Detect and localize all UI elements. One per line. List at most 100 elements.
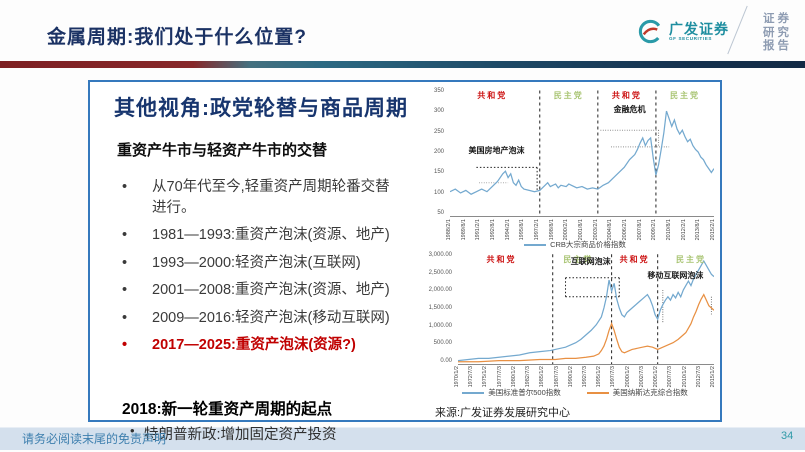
x-axis-labels: 1988/2/1 1989/8/1 1991/2/1 1992/8/1 1994/2/1… [446, 218, 716, 241]
x-axis-tick: 1980/1/2 [510, 366, 517, 388]
x-axis-tick: 2005/1/2 [653, 366, 660, 388]
bullet-dot: • [122, 227, 128, 244]
x-axis-tick: 2009/2/1 [651, 219, 658, 241]
x-axis-tick: 1990/1/2 [567, 366, 574, 388]
legend-label: 美国标准普尔500指数 [488, 388, 561, 397]
x-axis-tick: 1995/8/1 [519, 219, 526, 241]
party-label: 民主党 [563, 255, 594, 264]
bullet-item: • 1981—1993:重资产泡沫(资源、地产) [122, 225, 404, 246]
legend-item: 美国标准普尔500指数 [462, 387, 561, 398]
page-title: 金属周期:我们处于什么位置? [47, 27, 307, 48]
x-axis-tick: 1989/8/1 [460, 219, 467, 241]
bullet-text: 1993—2000:轻资产泡沫(互联网) [152, 254, 361, 271]
panel-heading: 其他视角:政党轮替与商品周期 [114, 97, 408, 120]
x-axis-tick: 1987/7/3 [553, 366, 560, 388]
x-axis-labels: 1970/1/2 1972/7/3 1975/1/2 1977/7/3 1980/1/2… [454, 365, 716, 388]
x-axis-tick: 2000/1/2 [624, 366, 631, 388]
y-axis-tick: 2,000.00 [428, 287, 452, 294]
party-label: 民主党 [553, 91, 584, 100]
x-axis-tick: 1991/2/1 [475, 219, 482, 241]
y-axis-tick: 200 [433, 148, 444, 155]
legend-label: 美国纳斯达克综合指数 [612, 388, 688, 397]
chart-annotation: 金融危机 [613, 104, 646, 114]
chart-svg [458, 252, 714, 364]
conclusion-bullet: • 特朗普新政:增加固定资产投资 [130, 423, 337, 444]
y-axis-tick: 3,000.00 [428, 252, 452, 258]
footer-band [0, 427, 805, 450]
y-axis-tick: 1,500.00 [428, 304, 452, 311]
chart-annotation: 互联网泡沫 [570, 256, 611, 266]
header-divider-bar [0, 61, 805, 68]
y-axis-labels: 3,000.00 2,500.00 2,000.00 1,500.00 1,000.00… [428, 252, 455, 364]
y-axis-tick: 500.00 [433, 340, 452, 347]
y-axis-tick: 350 [433, 88, 444, 94]
party-label: 民主党 [675, 255, 706, 264]
chart-annotation: 美国房地产泡沫 [468, 145, 525, 155]
bullet-text: 2017—2025:重资产泡沫(资源?) [152, 337, 356, 354]
bullet-text: 2001—2008:重资产泡沫(资源、地产) [152, 282, 390, 299]
legend-line-swatch [524, 243, 547, 246]
panel-subheading: 重资产牛市与轻资产牛市的交替 [117, 142, 328, 159]
x-axis-tick: 2001/8/1 [578, 219, 584, 241]
gf-securities-logo-icon [638, 19, 663, 44]
x-axis-tick: 1997/7/3 [610, 366, 617, 388]
bullet-item: • 2017—2025:重资产泡沫(资源?) [122, 335, 404, 356]
divider-slash [727, 5, 748, 55]
bullet-item: • 从70年代至今,轻重资产周期轮番交替进行。 [122, 177, 404, 218]
brand-name-cn: 广发证券 [669, 21, 729, 37]
y-axis-tick: 0.00 [440, 357, 452, 364]
x-axis-tick: 1982/7/3 [525, 366, 532, 388]
x-axis-tick: 1988/2/1 [446, 219, 452, 241]
y-axis-tick: 300 [433, 108, 444, 115]
bullet-text: 从70年代至今,轻重资产周期轮番交替进行。 [152, 179, 390, 216]
x-axis-tick: 1994/2/1 [504, 219, 511, 241]
party-label: 共和党 [611, 91, 642, 100]
y-axis-tick: 2,500.00 [428, 269, 452, 276]
x-axis-tick: 2002/7/3 [638, 366, 645, 388]
x-axis-tick: 2006/2/1 [622, 219, 628, 241]
conclusion-heading: 2018:新一轮重资产周期的起点 [122, 401, 333, 418]
legend-line-swatch [462, 391, 485, 394]
x-axis-tick: 2013/8/1 [695, 219, 702, 241]
report-label-line: 研究 [763, 26, 792, 39]
x-axis-tick: 2010/1/2 [681, 366, 688, 388]
report-type-label: 证券 研究 报告 [763, 13, 792, 54]
bullet-item: • 2009—2016:轻资产泡沫(移动互联网) [122, 308, 404, 329]
y-axis-tick: 250 [433, 128, 444, 135]
legend-item: 美国纳斯达克综合指数 [586, 387, 688, 398]
y-axis-labels: 350 300 250 200 150 100 50 [432, 88, 447, 216]
x-axis-tick: 1975/1/2 [482, 366, 489, 388]
x-axis-tick: 2000/2/1 [563, 219, 570, 241]
x-axis-tick: 1985/1/2 [539, 366, 546, 388]
report-label-line: 证券 [763, 13, 792, 25]
legend-line-swatch [586, 391, 609, 394]
x-axis-tick: 1997/2/1 [534, 219, 540, 241]
stock-index-chart: 3,000.00 2,500.00 2,000.00 1,500.00 1,000.00… [428, 246, 718, 404]
bullet-item: • 1993—2000:轻资产泡沫(互联网) [122, 253, 404, 274]
y-axis-tick: 100 [433, 189, 444, 196]
bullet-dot: • [122, 337, 128, 354]
x-axis-tick: 1970/1/2 [454, 366, 460, 388]
x-axis-tick: 2015/1/2 [710, 366, 716, 388]
data-series-line [450, 111, 714, 194]
bullet-item: • 2001—2008:重资产泡沫(资源、地产) [122, 280, 404, 301]
party-label: 民主党 [669, 91, 700, 100]
chart-legend: 美国标准普尔500指数 美国纳斯达克综合指数 [432, 387, 718, 398]
x-axis-tick: 1998/8/1 [548, 219, 555, 241]
x-axis-tick: 2007/8/1 [636, 219, 643, 241]
x-axis-tick: 1992/7/3 [582, 366, 588, 388]
x-axis-tick: 2010/8/1 [666, 219, 672, 241]
data-series-line [458, 295, 714, 362]
y-axis-tick: 50 [437, 209, 444, 216]
x-axis-tick: 2004/8/1 [607, 219, 614, 241]
bullet-list: • 从70年代至今,轻重资产周期轮番交替进行。 • 1981—1993:重资产泡沫(资… [122, 177, 404, 363]
chart-svg [450, 88, 714, 216]
disclaimer-text: 请务必阅读末尾的免责声明 [22, 432, 167, 446]
commodity-index-chart: 350 300 250 200 150 100 50 共和党 民主党 共和党 民主党 美国房地产泡沫… [432, 84, 718, 249]
legend-label: CRB大宗商品价格指数 [550, 240, 626, 249]
x-axis-tick: 2012/7/3 [695, 366, 702, 388]
chart-annotation: 移动互联网泡沫 [647, 271, 704, 281]
page-number: 34 [781, 430, 794, 442]
legend-item: CRB大宗商品价格指数 [524, 239, 626, 250]
brand-name-en: GF SECURITIES [669, 36, 713, 41]
